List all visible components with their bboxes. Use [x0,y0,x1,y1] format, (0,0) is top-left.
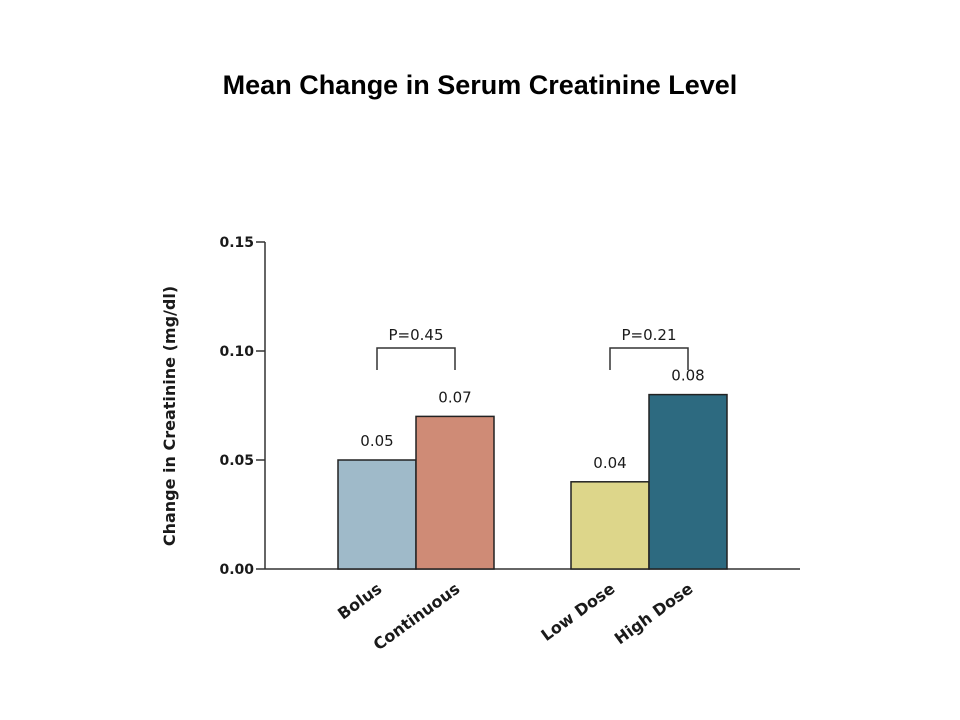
slide-title: Mean Change in Serum Creatinine Level [222,70,738,100]
p-value-label: P=0.21 [621,326,676,344]
data-label: 0.07 [438,388,471,406]
data-label: 0.04 [593,454,626,472]
x-tick-label: Bolus [334,579,385,624]
x-tick-label: Low Dose [537,579,618,645]
y-tick-label: 0.10 [219,344,254,360]
y-tick-label: 0.00 [219,562,254,578]
chart-bars [337,393,728,570]
x-tick-label: Continuous [370,579,464,654]
x-tick-label: High Dose [611,579,697,648]
y-tick-label: 0.15 [219,235,254,251]
comparison-bracket [609,347,689,370]
y-tick-label: 0.05 [219,453,254,469]
bar [570,481,650,570]
bar [415,415,495,570]
bar [648,393,728,570]
bar [337,459,417,570]
data-label: 0.08 [671,367,704,385]
comparison-bracket [376,347,456,370]
y-axis-label: Change in Creatinine (mg/dl) [160,286,179,546]
data-label: 0.05 [360,432,393,450]
p-value-label: P=0.45 [388,326,443,344]
